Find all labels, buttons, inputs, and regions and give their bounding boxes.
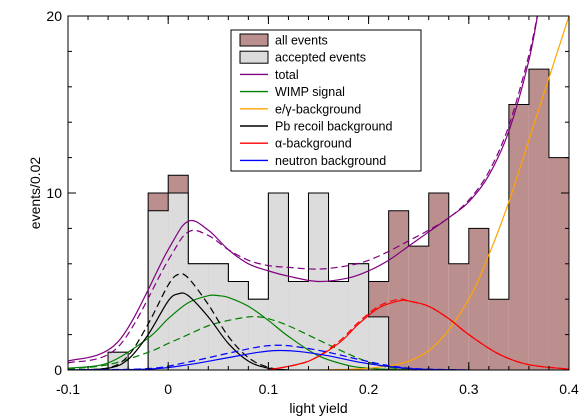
y-tick-label: 0 (54, 362, 62, 378)
x-tick-label: 0.2 (359, 381, 379, 397)
all-events-bin-22 (548, 157, 569, 370)
accepted-events-bin-3 (168, 193, 189, 370)
x-axis-label: light yield (289, 400, 347, 416)
curve-total-accepted (68, 16, 538, 364)
curve-total (68, 16, 539, 362)
accepted-events-bin-12 (348, 263, 369, 370)
all-events-bin-19 (488, 299, 509, 370)
accepted-events-bin-5 (208, 263, 229, 370)
legend-swatch-all-events (239, 33, 269, 47)
curve-neutron-background-accepted (68, 344, 469, 370)
x-tick-label: 0 (164, 381, 172, 397)
x-tick-label: -0.1 (56, 381, 80, 397)
accepted-events-bin-9 (288, 281, 309, 370)
legend-label-all-events: all events (275, 34, 328, 48)
accepted-events-bin-2 (148, 210, 169, 370)
all-events-bin-17 (448, 263, 469, 370)
all-events-bin-21 (528, 69, 549, 370)
curve-e-background (318, 16, 569, 370)
y-axis-label: events/0.02 (27, 157, 43, 230)
curve-wimp-signal (68, 294, 419, 370)
all-events-bin-15 (408, 246, 429, 370)
legend-label-total: total (275, 68, 299, 82)
y-tick-label: 20 (46, 8, 62, 24)
x-tick-label: 0.1 (259, 381, 279, 397)
accepted-events-bin-8 (268, 193, 289, 370)
legend-label-accepted-events: accepted events (275, 51, 366, 65)
legend-label-e-background: e/γ-background (275, 102, 361, 116)
curve-neutron-background (68, 349, 469, 370)
all-events-bin-14 (388, 210, 409, 370)
legend-label-background: α-background (275, 137, 352, 151)
legend-swatch-accepted-events (239, 50, 269, 64)
all-events-bin-18 (468, 228, 489, 370)
all-events-bin-16 (428, 193, 449, 370)
accepted-events-bin-13 (368, 316, 389, 370)
accepted-events-outline (107, 192, 569, 370)
accepted-events-bin-11 (328, 281, 349, 370)
curve-wimp-signal-accepted (68, 315, 419, 370)
curve-background-accepted (268, 298, 569, 370)
legend-label-neutron-background: neutron background (275, 154, 386, 168)
y-tick-label: 10 (46, 185, 62, 201)
accepted-events-bin-0 (108, 352, 129, 370)
curve-pb-recoil-background-accepted (68, 273, 289, 370)
legend: all events accepted events total WIMP signa… (230, 29, 422, 172)
curve-pb-recoil-background (68, 292, 289, 370)
x-tick-label: 0.3 (459, 381, 479, 397)
x-tick-label: 0.4 (559, 381, 579, 397)
legend-label-wimp-signal: WIMP signal (275, 85, 345, 99)
accepted-events-bin-4 (188, 263, 209, 370)
all-events-bin-20 (508, 104, 529, 370)
curve-layer (68, 16, 569, 370)
axis-ticks: -0.1 0 0.1 0.2 0.3 0.4 0 10 20 (46, 8, 579, 397)
legend-label-pb-recoil-background: Pb recoil background (275, 120, 392, 134)
